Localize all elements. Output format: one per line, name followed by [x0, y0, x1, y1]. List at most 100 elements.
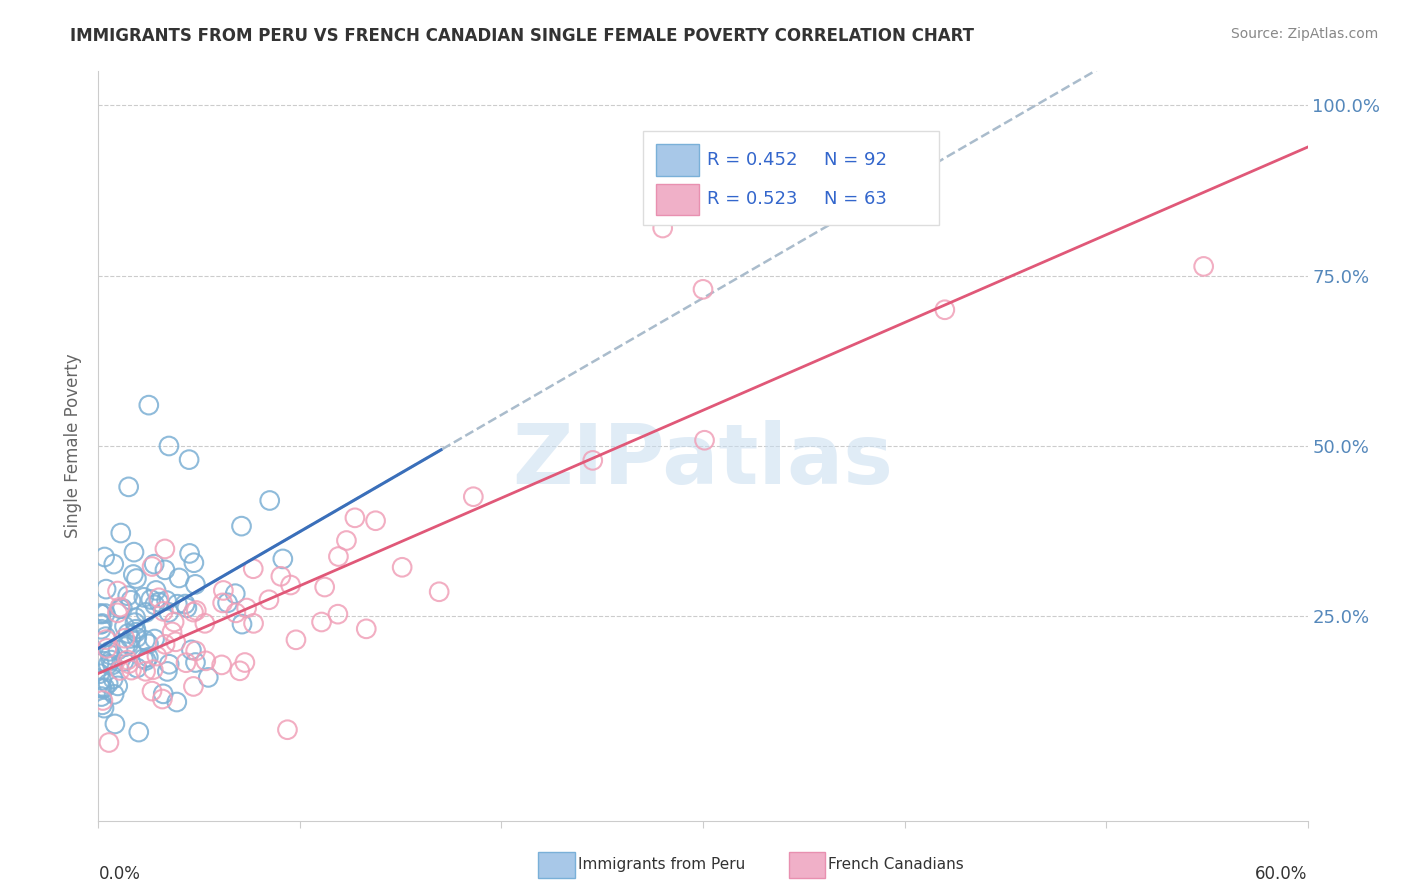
- Point: [166, 597, 188, 611]
- Point: [124, 615, 146, 630]
- Point: [1192, 260, 1215, 274]
- Point: [155, 593, 177, 607]
- Point: [197, 670, 219, 684]
- Text: French Canadians: French Canadians: [828, 857, 965, 872]
- Y-axis label: Single Female Poverty: Single Female Poverty: [65, 354, 83, 538]
- Point: [104, 717, 127, 731]
- Point: [90, 607, 112, 621]
- Point: [141, 559, 163, 574]
- Point: [143, 557, 166, 571]
- Point: [463, 490, 485, 504]
- Point: [91, 698, 114, 712]
- Point: [145, 583, 167, 598]
- Text: R = 0.523: R = 0.523: [707, 191, 797, 209]
- Point: [89, 666, 111, 681]
- Point: [142, 663, 165, 677]
- Point: [139, 592, 162, 607]
- Point: [314, 580, 336, 594]
- Point: [153, 563, 176, 577]
- Point: [125, 572, 148, 586]
- Point: [225, 606, 247, 620]
- Point: [91, 681, 114, 696]
- Point: [117, 637, 139, 651]
- Point: [156, 665, 179, 679]
- Point: [176, 600, 198, 615]
- Point: [117, 653, 139, 667]
- Point: [135, 606, 157, 620]
- Point: [217, 596, 239, 610]
- Point: [91, 616, 114, 631]
- Point: [174, 597, 197, 611]
- Point: [107, 643, 129, 657]
- Point: [194, 654, 217, 668]
- Point: [94, 632, 117, 647]
- Point: [135, 665, 157, 679]
- Point: [134, 633, 156, 648]
- Point: [391, 560, 413, 574]
- Point: [150, 692, 173, 706]
- Point: [212, 583, 235, 598]
- Point: [100, 653, 122, 667]
- Text: 60.0%: 60.0%: [1256, 865, 1308, 883]
- Point: [157, 657, 180, 672]
- Point: [93, 549, 115, 564]
- Point: [692, 282, 714, 296]
- Point: [231, 519, 253, 533]
- Point: [163, 615, 186, 629]
- Point: [174, 656, 197, 670]
- Point: [96, 641, 118, 656]
- Point: [152, 604, 174, 618]
- Point: [356, 622, 378, 636]
- Point: [100, 648, 122, 662]
- Point: [124, 610, 146, 624]
- Point: [97, 657, 120, 672]
- Text: Immigrants from Peru: Immigrants from Peru: [578, 857, 745, 872]
- Point: [114, 640, 136, 654]
- Point: [183, 680, 205, 694]
- Point: [107, 679, 129, 693]
- Point: [276, 723, 298, 737]
- Point: [107, 584, 129, 599]
- Point: [90, 681, 112, 695]
- Point: [132, 651, 155, 665]
- Point: [180, 643, 202, 657]
- Point: [259, 493, 281, 508]
- Point: [233, 656, 256, 670]
- Point: [152, 687, 174, 701]
- Point: [94, 630, 117, 644]
- Point: [224, 587, 246, 601]
- Point: [160, 624, 183, 639]
- Point: [125, 622, 148, 636]
- Point: [257, 592, 280, 607]
- Point: [108, 664, 131, 678]
- Point: [120, 593, 142, 607]
- Point: [693, 434, 716, 448]
- Text: R = 0.452: R = 0.452: [707, 151, 797, 169]
- Point: [141, 684, 163, 698]
- Point: [242, 562, 264, 576]
- Point: [128, 725, 150, 739]
- Point: [125, 661, 148, 675]
- Point: [311, 615, 333, 629]
- FancyBboxPatch shape: [643, 131, 939, 225]
- FancyBboxPatch shape: [655, 144, 699, 176]
- Point: [90, 673, 112, 688]
- Point: [110, 526, 132, 541]
- Point: [90, 617, 112, 632]
- Point: [165, 635, 187, 649]
- Text: N = 92: N = 92: [824, 151, 887, 169]
- Point: [122, 545, 145, 559]
- Point: [235, 601, 257, 615]
- Point: [166, 695, 188, 709]
- Point: [184, 656, 207, 670]
- Point: [94, 681, 117, 695]
- Point: [183, 605, 205, 619]
- Point: [153, 637, 176, 651]
- Point: [94, 607, 117, 621]
- Point: [231, 617, 253, 632]
- Point: [120, 663, 142, 677]
- Point: [120, 632, 142, 646]
- Point: [135, 653, 157, 667]
- Point: [94, 582, 117, 596]
- Point: [326, 607, 349, 622]
